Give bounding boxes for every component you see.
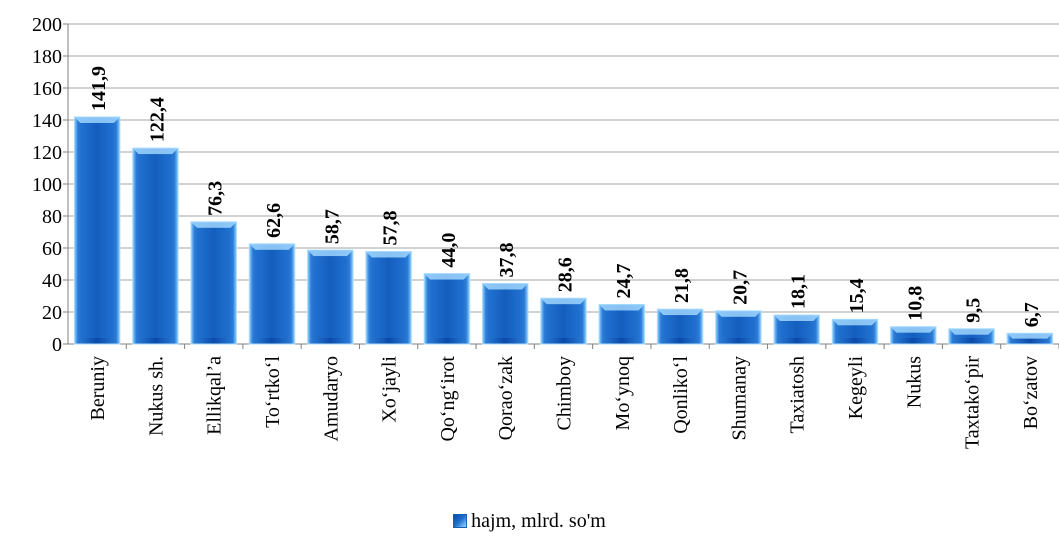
x-tick-label: Kegeyli xyxy=(845,356,867,420)
data-label: 122,4 xyxy=(146,97,168,142)
y-tick-label: 120 xyxy=(32,142,62,164)
y-tick-label: 100 xyxy=(32,174,62,196)
bar-bevel xyxy=(715,310,762,317)
x-tick-label: Taxtako‘pir xyxy=(962,356,984,449)
data-label: 37,8 xyxy=(496,243,518,278)
data-label: 141,9 xyxy=(88,66,110,111)
bar-bevel xyxy=(948,328,995,335)
y-tick-label: 180 xyxy=(32,46,62,68)
x-tick-label: Xo‘jayli xyxy=(379,356,401,423)
x-tick-label: Beruniy xyxy=(87,356,109,420)
data-labels: 141,9 122,4 76,3 62,6 58,7 57,8 44,0 37,8 28,6 24… xyxy=(88,66,1043,327)
data-label: 57,8 xyxy=(380,211,402,246)
bar-face xyxy=(954,334,989,338)
bar-face xyxy=(371,257,406,338)
bar-bevel xyxy=(365,251,412,258)
data-label: 58,7 xyxy=(321,209,343,244)
x-tick-label: Mo‘ynoq xyxy=(612,356,634,430)
bar-face xyxy=(721,316,756,338)
x-tick-label: Ellikqal’a xyxy=(204,356,226,435)
data-label: 9,5 xyxy=(963,298,985,323)
data-label: 10,8 xyxy=(904,286,926,321)
bar-face xyxy=(838,325,872,338)
x-tick-label: Qonliko‘l xyxy=(670,356,692,434)
data-label: 28,6 xyxy=(555,257,577,292)
bar-face xyxy=(663,315,697,338)
data-label: 44,0 xyxy=(438,233,460,268)
legend-label: hajm, mlrd. so'm xyxy=(471,510,606,532)
x-tick-label: Qorao‘zak xyxy=(495,356,517,440)
bar-face xyxy=(138,154,173,338)
bar-face xyxy=(779,321,814,338)
bar-face xyxy=(546,304,581,338)
y-tick-label: 40 xyxy=(42,270,62,292)
bar-bevel xyxy=(482,283,528,290)
bar-bevel xyxy=(424,273,470,280)
y-tick-label: 80 xyxy=(42,206,62,228)
bar-face xyxy=(896,332,930,338)
y-tick-label: 0 xyxy=(52,334,62,356)
legend: hajm, mlrd. so'm xyxy=(0,510,1059,532)
y-tick-label: 140 xyxy=(32,110,62,132)
y-tick-label: 20 xyxy=(42,302,62,324)
data-label: 62,6 xyxy=(263,203,285,238)
y-tick-label: 200 xyxy=(32,14,62,36)
x-tick-label: Nukus xyxy=(903,356,925,408)
bar-face xyxy=(488,289,522,338)
data-label: 21,8 xyxy=(671,268,693,303)
bar-bevel xyxy=(307,250,354,257)
bar-face xyxy=(255,249,289,338)
y-tick-label: 160 xyxy=(32,78,62,100)
data-label: 6,7 xyxy=(1021,302,1043,327)
bar-bevel xyxy=(890,326,936,333)
bar-bevel xyxy=(74,116,120,123)
bar-face xyxy=(430,279,464,338)
bar-bevel xyxy=(599,304,645,311)
x-tick-label: Qo‘ng‘irot xyxy=(437,356,459,442)
x-tick-label: To‘rtko‘l xyxy=(262,356,284,428)
x-tick-label: Taxiatosh xyxy=(787,356,809,433)
x-tick-label: Amudaryo xyxy=(320,356,342,442)
x-tick-label: Shumanay xyxy=(728,356,750,440)
bar-bevel xyxy=(249,243,295,250)
bar-bevel xyxy=(773,315,820,322)
tick-labels: 0 20 40 60 80 100 120 140 160 180 200 Beruniy Nukus … xyxy=(32,14,1042,449)
data-label: 18,1 xyxy=(788,274,810,309)
y-tick-label: 60 xyxy=(42,238,62,260)
bar-bevel xyxy=(132,148,179,155)
bar-bevel xyxy=(657,309,703,316)
x-tick-label: Bo‘zatov xyxy=(1020,356,1042,429)
bar-bevel xyxy=(540,298,587,305)
bar-bevel xyxy=(832,319,878,326)
bars xyxy=(73,116,1054,345)
bar-bevel xyxy=(1007,333,1053,339)
bar-face xyxy=(80,122,114,339)
bar-face xyxy=(197,227,231,338)
bar-bevel xyxy=(191,221,237,228)
bar-face xyxy=(605,310,639,338)
bar-face xyxy=(313,256,348,338)
legend-swatch-icon xyxy=(453,514,468,528)
data-label: 15,4 xyxy=(846,278,868,313)
data-label: 76,3 xyxy=(205,181,227,216)
data-label: 24,7 xyxy=(613,263,635,298)
x-tick-label: Nukus sh. xyxy=(145,356,167,436)
data-label: 20,7 xyxy=(729,270,751,305)
x-tick-label: Chimboy xyxy=(554,356,576,430)
